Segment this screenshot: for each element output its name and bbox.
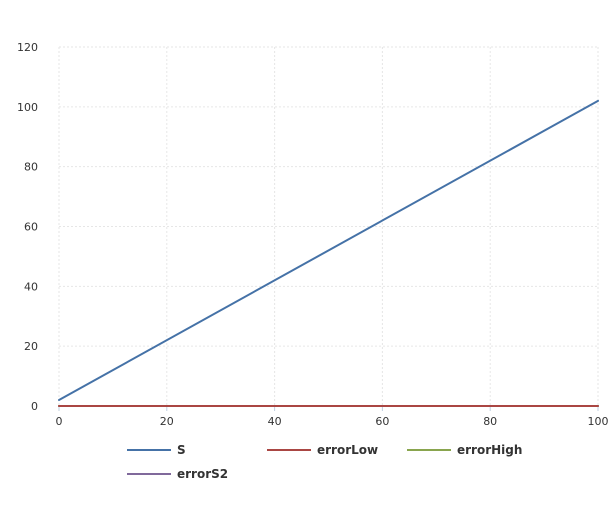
x-tick-label: 100 <box>588 415 608 428</box>
y-tick-label: 40 <box>24 280 38 293</box>
legend-swatch <box>267 449 311 451</box>
legend-item-errorHigh[interactable]: errorHigh <box>407 440 522 460</box>
y-tick-label: 120 <box>17 41 38 54</box>
x-tick-label: 80 <box>483 415 497 428</box>
x-tick-label: 40 <box>268 415 282 428</box>
legend-label: errorS2 <box>177 467 229 481</box>
y-tick-label: 60 <box>24 221 38 234</box>
y-tick-label: 20 <box>24 340 38 353</box>
y-tick-label: 100 <box>17 101 38 114</box>
series-line-S <box>58 99 599 402</box>
legend-label: errorHigh <box>457 443 523 457</box>
grid <box>58 46 599 407</box>
legend-swatch <box>407 449 451 451</box>
legend-label: S <box>177 443 186 457</box>
x-tick-label: 60 <box>375 415 389 428</box>
legend-item-errorLow[interactable]: errorLow <box>267 440 378 460</box>
legend-swatch <box>127 449 171 451</box>
legend-swatch <box>127 473 171 475</box>
legend-item-errorS2[interactable]: errorS2 <box>127 464 228 484</box>
series-lines <box>58 99 599 407</box>
y-tick-label: 80 <box>24 161 38 174</box>
y-tick-label: 0 <box>31 400 38 413</box>
x-axis: 0 20 40 60 80 100 <box>56 405 608 428</box>
legend-item-S[interactable]: S <box>127 440 186 460</box>
y-axis: 0 20 40 60 80 100 120 <box>17 41 38 413</box>
legend-label: errorLow <box>317 443 379 457</box>
x-tick-label: 0 <box>56 415 63 428</box>
x-tick-label: 20 <box>160 415 174 428</box>
